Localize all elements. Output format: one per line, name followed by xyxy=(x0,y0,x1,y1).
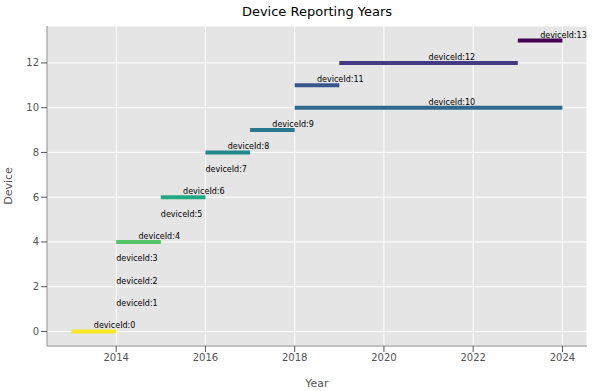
svg-text:2020: 2020 xyxy=(371,352,396,363)
svg-text:deviceId:2: deviceId:2 xyxy=(116,277,158,286)
svg-text:2018: 2018 xyxy=(282,352,307,363)
svg-text:deviceId:9: deviceId:9 xyxy=(272,120,314,129)
svg-text:4: 4 xyxy=(33,236,39,247)
svg-text:deviceId:12: deviceId:12 xyxy=(429,53,476,62)
svg-text:6: 6 xyxy=(33,192,39,203)
svg-text:10: 10 xyxy=(26,102,39,113)
svg-text:deviceId:11: deviceId:11 xyxy=(317,75,364,84)
svg-text:2016: 2016 xyxy=(193,352,218,363)
svg-text:2022: 2022 xyxy=(460,352,485,363)
svg-text:2024: 2024 xyxy=(550,352,575,363)
svg-text:deviceId:13: deviceId:13 xyxy=(540,31,587,40)
svg-text:deviceId:3: deviceId:3 xyxy=(116,254,158,263)
svg-text:deviceId:6: deviceId:6 xyxy=(183,187,225,196)
svg-text:Year: Year xyxy=(304,377,329,390)
svg-text:deviceId:7: deviceId:7 xyxy=(205,165,247,174)
svg-text:8: 8 xyxy=(33,147,39,158)
svg-text:deviceId:5: deviceId:5 xyxy=(161,210,203,219)
svg-text:deviceId:4: deviceId:4 xyxy=(138,232,180,241)
svg-text:12: 12 xyxy=(26,57,39,68)
html-text:Device Reporting Years: Device Reporting Years xyxy=(241,4,393,19)
svg-text:2014: 2014 xyxy=(103,352,128,363)
svg-text:deviceId:8: deviceId:8 xyxy=(228,142,270,151)
svg-text:deviceId:10: deviceId:10 xyxy=(429,98,476,107)
svg-text:Device: Device xyxy=(8,167,15,205)
svg-text:2: 2 xyxy=(33,281,39,292)
svg-text:deviceId:1: deviceId:1 xyxy=(116,299,158,308)
svg-text:0: 0 xyxy=(33,326,39,337)
svg-text:deviceId:0: deviceId:0 xyxy=(94,321,135,330)
